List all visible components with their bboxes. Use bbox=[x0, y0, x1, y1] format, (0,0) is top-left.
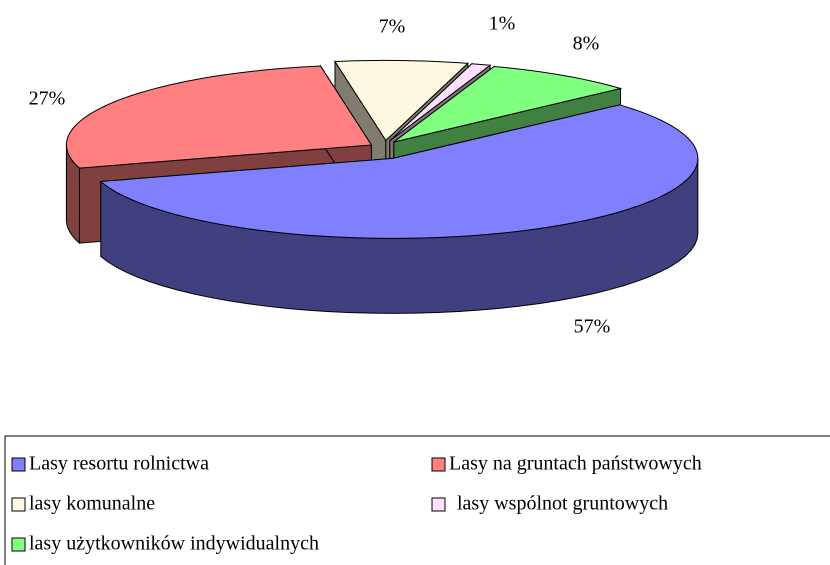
slice-top bbox=[334, 59, 470, 142]
legend-swatch bbox=[11, 457, 26, 472]
slice-top bbox=[99, 104, 699, 239]
legend-label: lasy użytkowników indywidualnych bbox=[29, 533, 319, 555]
data-label: 27% bbox=[29, 88, 66, 110]
data-label: 57% bbox=[574, 316, 611, 338]
legend: Lasy resortu rolnictwa Lasy na gruntach p… bbox=[11, 453, 702, 555]
data-label: 8% bbox=[573, 33, 600, 55]
legend-box bbox=[4, 435, 830, 565]
legend-label: lasy komunalne bbox=[29, 493, 155, 515]
legend-label: Lasy na gruntach państwowych bbox=[449, 453, 702, 475]
legend-swatch bbox=[431, 497, 446, 512]
data-label: 7% bbox=[379, 16, 406, 38]
slice-top bbox=[389, 63, 492, 142]
legend-label: lasy wspólnot gruntowych bbox=[457, 493, 668, 515]
legend-swatch bbox=[11, 497, 26, 512]
legend-swatch bbox=[11, 537, 26, 552]
data-label: 1% bbox=[489, 13, 516, 35]
legend-label: Lasy resortu rolnictwa bbox=[29, 453, 209, 475]
legend-swatch bbox=[431, 457, 446, 472]
slice-top bbox=[65, 65, 373, 169]
pie-slice bbox=[99, 104, 699, 314]
pie bbox=[65, 59, 699, 314]
slice-top bbox=[393, 65, 623, 143]
